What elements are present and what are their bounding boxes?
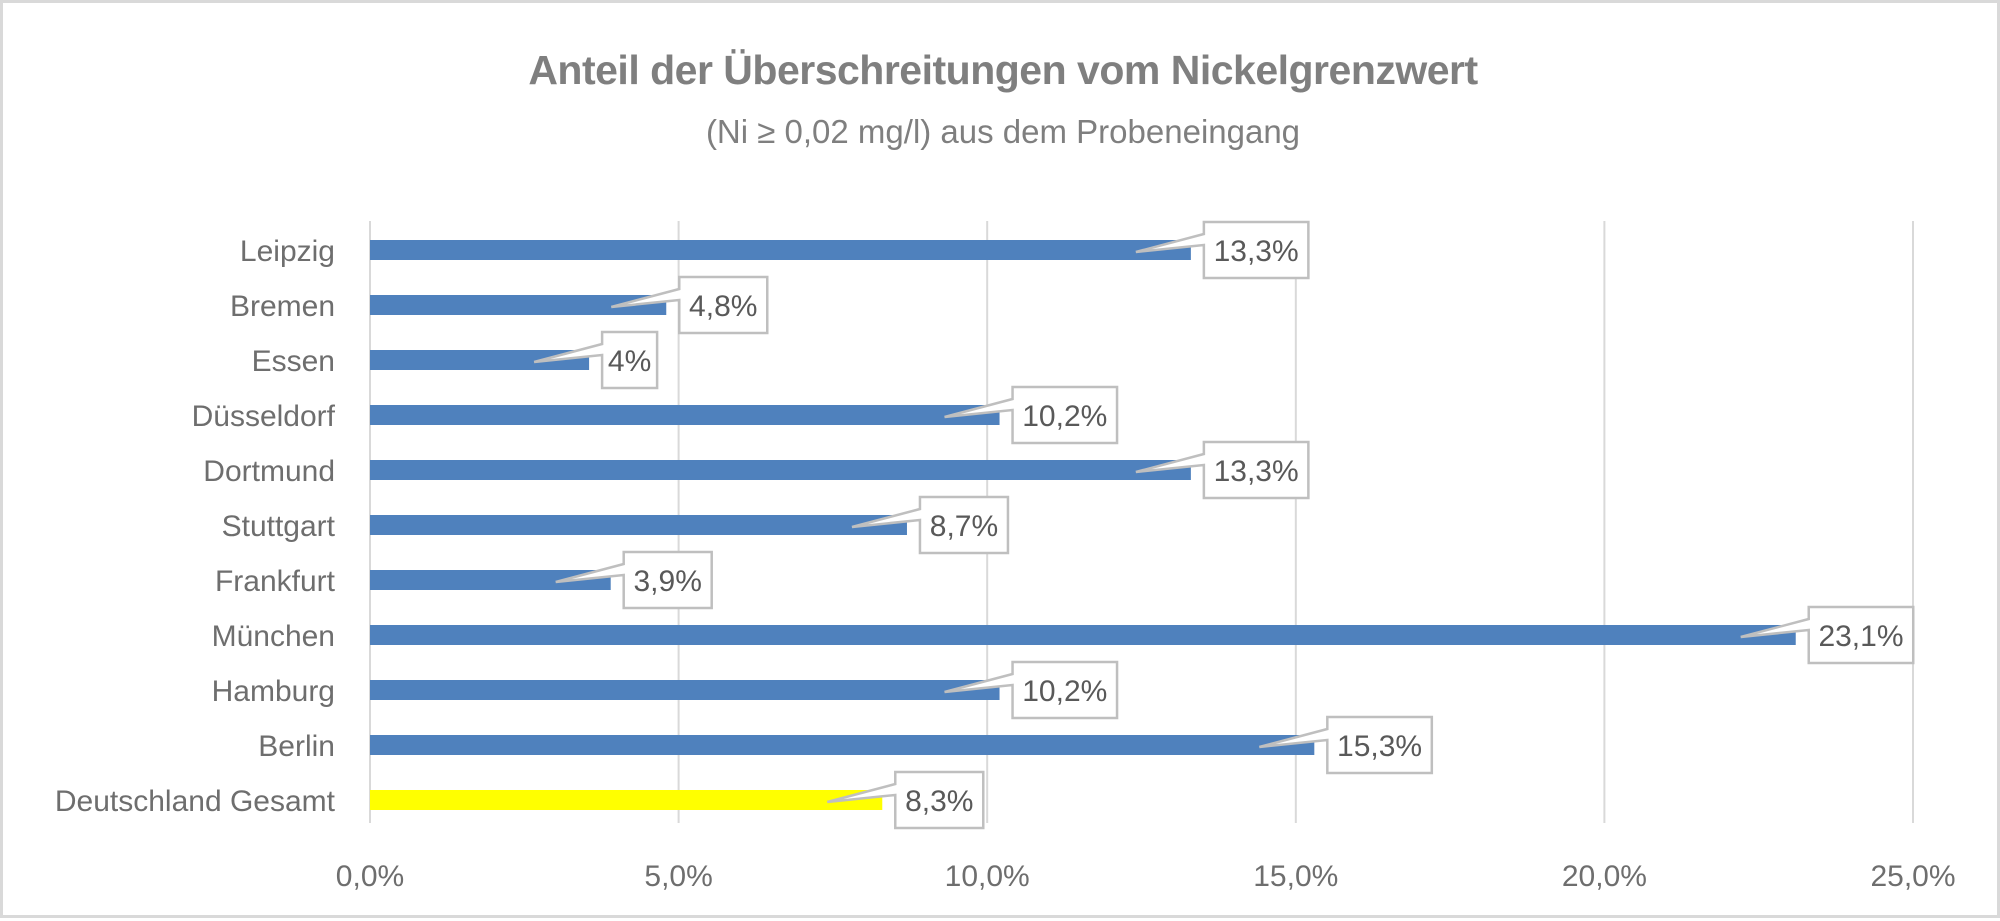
category-label: Essen — [252, 345, 335, 378]
bar — [370, 295, 667, 315]
data-label-callout — [555, 550, 713, 610]
category-label: Berlin — [258, 730, 335, 763]
bar — [370, 405, 1000, 425]
category-label: Stuttgart — [222, 510, 336, 543]
data-label: 8,3% — [905, 785, 973, 818]
category-label: Frankfurt — [215, 565, 336, 598]
bar — [370, 680, 1000, 700]
chart-subtitle: (Ni ≥ 0,02 mg/l) aus dem Probeneingang — [705, 113, 1301, 150]
category-label: Dortmund — [203, 455, 335, 488]
category-label: München — [212, 620, 335, 653]
category-label: Hamburg — [212, 675, 335, 708]
category-label: Düsseldorf — [192, 400, 336, 433]
x-tick-label: 15,0% — [1253, 860, 1338, 893]
bar — [370, 625, 1796, 645]
category-label: Deutschland Gesamt — [55, 785, 336, 818]
x-tick-label: 20,0% — [1562, 860, 1647, 893]
data-label: 10,2% — [1022, 400, 1107, 433]
bar — [370, 790, 883, 810]
data-label-callout — [610, 275, 769, 335]
data-label: 10,2% — [1022, 675, 1107, 708]
bar — [370, 240, 1191, 260]
data-label-callout — [533, 330, 659, 390]
category-label: Leipzig — [240, 235, 335, 268]
data-label-callout — [851, 495, 1010, 555]
data-label: 3,9% — [634, 565, 702, 598]
x-tick-label: 5,0% — [644, 860, 712, 893]
data-label-callout — [1259, 715, 1434, 775]
data-label: 15,3% — [1337, 730, 1422, 763]
data-label-callout — [1740, 605, 1915, 665]
data-label: 8,7% — [930, 510, 998, 543]
data-label-callout — [826, 770, 985, 830]
x-tick-label: 10,0% — [945, 860, 1030, 893]
data-label-callout — [1135, 440, 1310, 500]
bar — [370, 735, 1315, 755]
data-label: 23,1% — [1818, 620, 1903, 653]
bar — [370, 350, 590, 370]
x-tick-label: 0,0% — [336, 860, 404, 893]
bar-chart-plot: 0,0% 5,0% 10,0% 15,0% 20,0% 25,0% Leipzig 13,3%… — [55, 220, 1956, 893]
data-label: 13,3% — [1214, 235, 1299, 268]
bar — [370, 460, 1191, 480]
x-tick-label: 25,0% — [1870, 860, 1955, 893]
bar — [370, 515, 907, 535]
data-label: 4,8% — [689, 290, 757, 323]
category-label: Bremen — [230, 290, 335, 323]
bar — [370, 570, 611, 590]
data-label-callout — [944, 385, 1119, 445]
data-label: 13,3% — [1214, 455, 1299, 488]
data-label-callout — [944, 660, 1119, 720]
chart-title: Anteil der Überschreitungen vom Nickelgr… — [528, 47, 1478, 93]
data-label: 4% — [608, 345, 651, 378]
data-label-callout — [1135, 220, 1310, 280]
